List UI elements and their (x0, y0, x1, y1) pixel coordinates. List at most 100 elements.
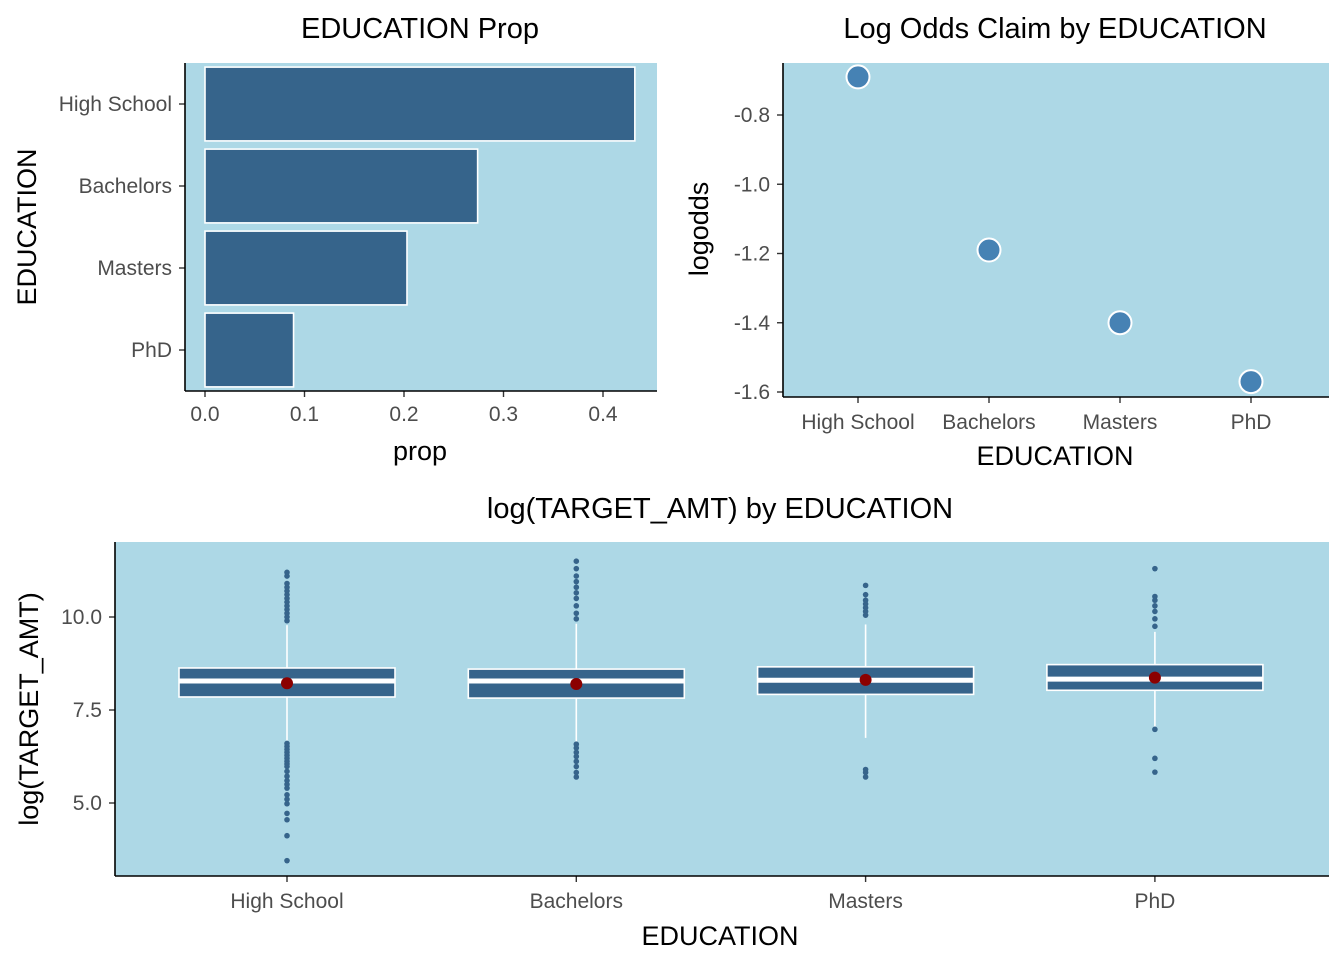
y-tick-label: 10.0 (61, 606, 102, 629)
x-tick-label: 0.4 (588, 403, 618, 426)
box-group-phd (1046, 565, 1264, 775)
outlier-point (862, 591, 869, 598)
outlier-point (284, 792, 290, 798)
y-tick-label-bachelors: Bachelors (79, 175, 172, 198)
y-tick-label: -1.4 (734, 312, 771, 335)
x-tick-label-phd: PhD (1231, 411, 1272, 434)
outlier-point (573, 741, 580, 748)
y-tick-label-high-school: High School (59, 93, 172, 116)
bar-bachelors (204, 148, 479, 224)
x-tick-label: 0.2 (389, 403, 418, 426)
y-tick-label-phd: PhD (131, 339, 172, 362)
mean-point (281, 677, 293, 690)
y-tick-label: -1.0 (734, 173, 770, 196)
outlier-point (284, 740, 290, 747)
outlier-point (573, 774, 580, 780)
outlier-point (573, 558, 580, 564)
outlier-point (862, 582, 869, 589)
target-amt-boxplot: log(TARGET_AMT) by EDUCATION 5.07.510.0 … (14, 493, 1329, 951)
outlier-point (862, 766, 869, 773)
outlier-point (1152, 608, 1158, 615)
x-tick-label-bachelors: Bachelors (530, 890, 623, 913)
outlier-point (1152, 593, 1158, 600)
x-tick-label-masters: Masters (828, 890, 903, 913)
plot-panel (115, 542, 1329, 876)
x-axis-title: EDUCATION (641, 921, 798, 951)
x-axis-title: prop (393, 436, 447, 466)
outlier-point (284, 857, 290, 864)
outlier-point (573, 758, 580, 765)
outlier-point (573, 573, 580, 579)
y-axis-title: log(TARGET_AMT) (14, 592, 44, 826)
x-axis-title: EDUCATION (976, 441, 1133, 471)
x-tick-label-bachelors: Bachelors (942, 411, 1035, 434)
bar-phd (204, 312, 295, 388)
outlier-point (284, 773, 290, 780)
bar-high-school (204, 66, 636, 142)
outlier-point (1152, 565, 1158, 572)
outlier-point (573, 565, 580, 572)
outlier-point (284, 800, 290, 807)
outlier-point (573, 753, 580, 760)
point-masters (1107, 310, 1133, 336)
outlier-point (284, 810, 290, 817)
outlier-point (573, 590, 580, 596)
x-tick-label: 0.3 (489, 403, 518, 426)
outlier-point (573, 584, 580, 591)
outlier-point (573, 616, 580, 622)
outlier-point (284, 569, 290, 576)
x-tick-label: 0.0 (190, 403, 219, 426)
outlier-point (573, 578, 580, 585)
box-group-high-school (178, 569, 396, 864)
outlier-point (573, 595, 580, 602)
outlier-point (573, 610, 580, 617)
y-tick-label: -0.8 (734, 104, 770, 127)
mean-point (570, 677, 583, 690)
bar-masters (204, 230, 408, 306)
chart-title: log(TARGET_AMT) by EDUCATION (487, 493, 953, 525)
outlier-point (1152, 726, 1158, 733)
outlier-point (284, 580, 290, 587)
outlier-point (284, 796, 290, 803)
y-axis-title: logodds (684, 182, 714, 277)
box-group-bachelors (467, 558, 686, 780)
y-tick-label: 7.5 (73, 699, 102, 722)
x-tick-label-masters: Masters (1083, 411, 1158, 434)
outlier-point (1152, 603, 1158, 609)
y-tick-label: -1.2 (734, 243, 770, 266)
mean-point (1148, 671, 1161, 684)
log-odds-chart: Log Odds Claim by EDUCATION -0.8 -1.0 -1.2… (684, 13, 1329, 471)
education-prop-chart: EDUCATION Prop High School Bachelors Maste… (12, 13, 657, 466)
point-high-school (845, 64, 871, 90)
plot-panel (783, 63, 1329, 397)
outlier-point (284, 816, 290, 823)
y-tick-label-masters: Masters (97, 257, 172, 280)
y-axis-title: EDUCATION (12, 148, 42, 305)
point-bachelors (976, 237, 1002, 263)
outlier-point (573, 763, 580, 770)
x-tick-label: 0.1 (290, 403, 319, 426)
x-tick-label-high-school: High School (801, 411, 914, 434)
mean-point (859, 673, 872, 686)
outlier-point (1152, 755, 1158, 762)
box-group-masters (756, 582, 975, 780)
outlier-point (284, 832, 290, 839)
outlier-point (862, 597, 869, 604)
y-tick-label: -1.6 (734, 381, 770, 404)
outlier-point (862, 774, 869, 780)
outlier-point (573, 769, 580, 776)
outlier-point (284, 768, 290, 775)
chart-title: EDUCATION Prop (301, 13, 539, 45)
point-phd (1238, 369, 1264, 395)
outlier-point (1152, 623, 1158, 630)
outlier-point (284, 777, 290, 784)
outlier-point (1152, 616, 1158, 622)
outlier-point (573, 749, 580, 756)
outlier-point (1152, 769, 1158, 775)
chart-title: Log Odds Claim by EDUCATION (843, 13, 1266, 45)
outlier-point (573, 603, 580, 609)
y-tick-label: 5.0 (73, 792, 102, 815)
x-tick-label-phd: PhD (1134, 890, 1175, 913)
x-tick-label-high-school: High School (230, 890, 343, 913)
